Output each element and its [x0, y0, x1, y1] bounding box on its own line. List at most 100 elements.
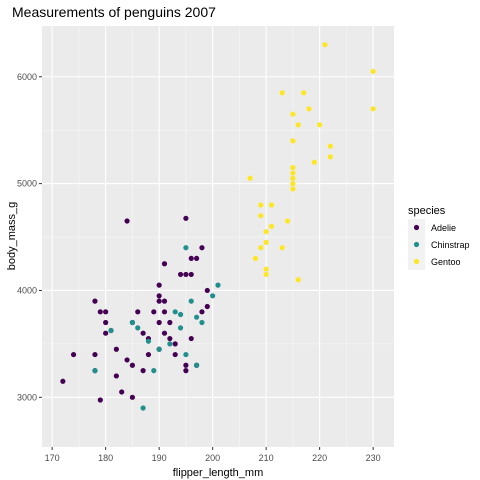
y-tick-label: 4000	[17, 285, 37, 295]
legend: species Adelie Chinstrap Gentoo	[408, 205, 470, 270]
data-point	[161, 309, 168, 315]
data-point	[188, 335, 194, 342]
x-tick-label: 210	[259, 453, 274, 463]
legend-label: Adelie	[431, 223, 456, 233]
y-axis-label: body_mass_g	[6, 202, 18, 271]
data-point	[279, 90, 285, 96]
data-point	[97, 309, 103, 315]
data-point	[129, 362, 136, 368]
y-tick-label: 3000	[17, 392, 37, 402]
data-point	[183, 271, 189, 278]
legend-swatch	[413, 241, 420, 248]
data-point	[290, 181, 296, 187]
data-point	[327, 154, 333, 160]
data-point	[135, 309, 141, 315]
data-point	[188, 255, 194, 262]
data-point	[204, 287, 210, 294]
data-point	[194, 255, 200, 262]
data-point	[183, 351, 189, 358]
data-point	[295, 122, 301, 128]
data-point	[199, 309, 205, 315]
data-point	[290, 175, 296, 181]
data-point	[210, 293, 216, 299]
data-point	[290, 170, 296, 176]
data-point	[194, 314, 200, 320]
data-point	[161, 298, 168, 304]
data-point	[129, 319, 136, 326]
x-tick-label: 230	[366, 453, 381, 463]
data-point	[156, 282, 162, 288]
data-point	[204, 303, 210, 310]
data-point	[161, 330, 168, 336]
data-point	[215, 282, 221, 288]
data-point	[177, 325, 184, 331]
data-point	[156, 298, 162, 304]
data-point	[322, 42, 328, 48]
data-point	[252, 255, 259, 262]
data-point	[151, 309, 157, 315]
data-point	[129, 394, 136, 400]
data-point	[311, 159, 317, 165]
data-point	[124, 357, 130, 363]
plot-panel	[42, 26, 394, 447]
data-point	[247, 175, 253, 181]
data-point	[172, 351, 178, 358]
y-tick-label: 6000	[17, 72, 37, 82]
data-point	[145, 338, 152, 344]
data-point	[268, 223, 275, 229]
data-point	[263, 239, 269, 245]
data-point	[124, 218, 130, 224]
data-point	[290, 186, 296, 192]
data-point	[188, 298, 194, 304]
data-point	[258, 245, 264, 251]
data-point	[183, 245, 189, 251]
data-point	[113, 346, 119, 352]
axes: 170 180 190 200 210 220 230 3000 4000 5000 6000	[17, 72, 381, 463]
y-tick-label: 5000	[17, 179, 37, 189]
data-point	[300, 90, 307, 96]
data-point	[268, 202, 275, 208]
data-point	[177, 271, 184, 278]
data-point	[140, 368, 146, 374]
data-point	[194, 362, 200, 368]
data-point	[156, 293, 162, 299]
data-point	[92, 298, 98, 304]
data-point	[172, 341, 178, 347]
data-point	[156, 346, 162, 352]
data-point	[145, 351, 152, 358]
data-point	[327, 143, 333, 149]
data-point	[172, 309, 178, 315]
data-point	[113, 373, 119, 379]
data-point	[199, 245, 205, 251]
data-point	[161, 261, 168, 267]
data-point	[183, 215, 189, 221]
data-point	[370, 68, 376, 75]
data-point	[135, 325, 141, 331]
x-tick-label: 170	[45, 453, 60, 463]
data-point	[119, 389, 125, 395]
data-point	[140, 405, 146, 411]
data-point	[167, 341, 173, 347]
data-point	[167, 335, 173, 342]
series-chinstrap	[92, 245, 221, 411]
data-point	[263, 229, 269, 235]
data-point	[188, 271, 194, 278]
data-point	[103, 330, 109, 336]
legend-title: species	[408, 205, 446, 217]
data-points	[60, 42, 376, 411]
legend-swatch	[413, 224, 420, 231]
data-point	[70, 351, 77, 358]
data-point	[156, 319, 162, 326]
data-point	[103, 309, 109, 315]
x-tick-label: 180	[98, 453, 113, 463]
data-point	[103, 319, 109, 326]
data-point	[263, 266, 269, 272]
data-point	[92, 368, 98, 374]
data-point	[183, 368, 189, 374]
data-point	[177, 311, 184, 318]
data-point	[290, 164, 296, 171]
data-point	[279, 245, 285, 251]
data-point	[290, 138, 296, 144]
x-tick-label: 220	[312, 453, 327, 463]
